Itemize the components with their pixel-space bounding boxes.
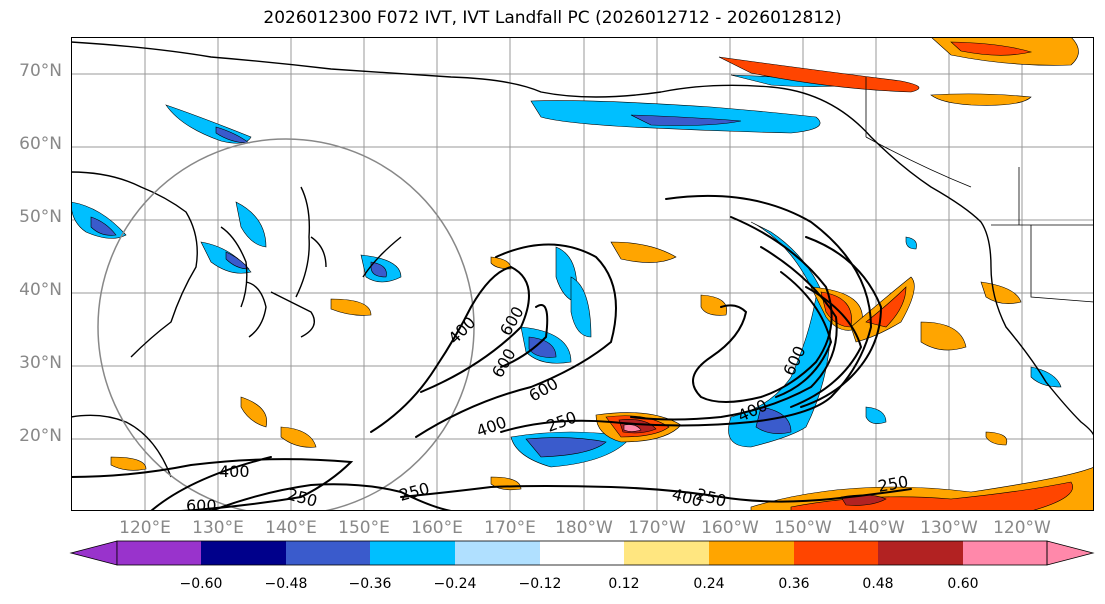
colorbar-extend-high	[1046, 540, 1095, 566]
lon-label-140w: 140°W	[847, 518, 905, 538]
colorbar-segment	[286, 541, 370, 565]
colorbar-segment	[709, 541, 794, 565]
lon-label-180w: 180°W	[555, 518, 613, 538]
contour-label: 400	[474, 412, 509, 440]
contour-label: 400	[219, 462, 250, 481]
lon-label-150w: 150°W	[774, 518, 832, 538]
lon-label-150e: 150°E	[338, 518, 390, 538]
lat-label-20n: 20°N	[19, 426, 62, 446]
ivt-positive-shading	[110, 37, 1094, 511]
colorbar-segment	[624, 541, 709, 565]
lon-label-130w: 130°W	[920, 518, 978, 538]
ivt-contours	[71, 194, 912, 511]
contour-label: 600	[186, 496, 217, 511]
colorbar-segment	[201, 541, 286, 565]
lon-label-120e: 120°E	[119, 518, 171, 538]
lon-label-120w: 120°W	[993, 518, 1051, 538]
chart-title: 2026012300 F072 IVT, IVT Landfall PC (20…	[263, 8, 842, 28]
colorbar-tick-label: −0.24	[433, 576, 477, 592]
colorbar-tick-label: 0.48	[862, 576, 894, 592]
colorbar-tick-label: −0.36	[348, 576, 392, 592]
contour-label: 600	[526, 374, 562, 406]
lat-label-70n: 70°N	[19, 61, 62, 81]
colorbar	[69, 540, 1095, 566]
colorbar-segment	[117, 541, 201, 565]
colorbar-tick-label: 0.60	[947, 576, 979, 592]
colorbar-tick-label: −0.12	[518, 576, 562, 592]
colorbar-extend-low	[69, 540, 118, 566]
colorbar-segment	[540, 541, 624, 565]
landfall-region-circle	[97, 138, 475, 511]
map-svg: 400 600 400 600 250 400 600 400 600 400 …	[71, 37, 1094, 511]
colorbar-outline	[116, 540, 1048, 566]
colorbar-segment	[370, 541, 455, 565]
lat-label-40n: 40°N	[19, 280, 62, 300]
contour-label: 250	[397, 479, 431, 505]
lat-label-30n: 30°N	[19, 353, 62, 373]
colorbar-segment	[794, 541, 878, 565]
lat-label-60n: 60°N	[19, 134, 62, 154]
colorbar-tick-label: −0.48	[264, 576, 308, 592]
contour-label: 250	[544, 407, 579, 435]
colorbar-tick-label: 0.24	[693, 576, 725, 592]
lon-label-170w: 170°W	[628, 518, 686, 538]
contour-label: 250	[285, 485, 319, 511]
lat-label-50n: 50°N	[19, 207, 62, 227]
ivt-negative-shading	[71, 74, 1062, 468]
lon-label-160w: 160°W	[701, 518, 759, 538]
contour-labels: 400 600 400 600 250 400 600 400 600 400 …	[186, 303, 910, 511]
lon-label-130e: 130°E	[192, 518, 244, 538]
lon-label-140e: 140°E	[265, 518, 317, 538]
coastlines	[71, 41, 1094, 478]
colorbar-tick-label: 0.36	[778, 576, 810, 592]
lon-label-160e: 160°E	[411, 518, 463, 538]
colorbar-tick-label: −0.60	[179, 576, 223, 592]
colorbar-segment	[878, 541, 963, 565]
colorbar-tick-label: 0.12	[608, 576, 640, 592]
colorbar-segment	[963, 541, 1047, 565]
borders	[865, 77, 1094, 303]
lon-label-170e: 170°E	[484, 518, 536, 538]
map-panel[interactable]: 400 600 400 600 250 400 600 400 600 400 …	[71, 37, 1094, 511]
colorbar-segment	[455, 541, 540, 565]
